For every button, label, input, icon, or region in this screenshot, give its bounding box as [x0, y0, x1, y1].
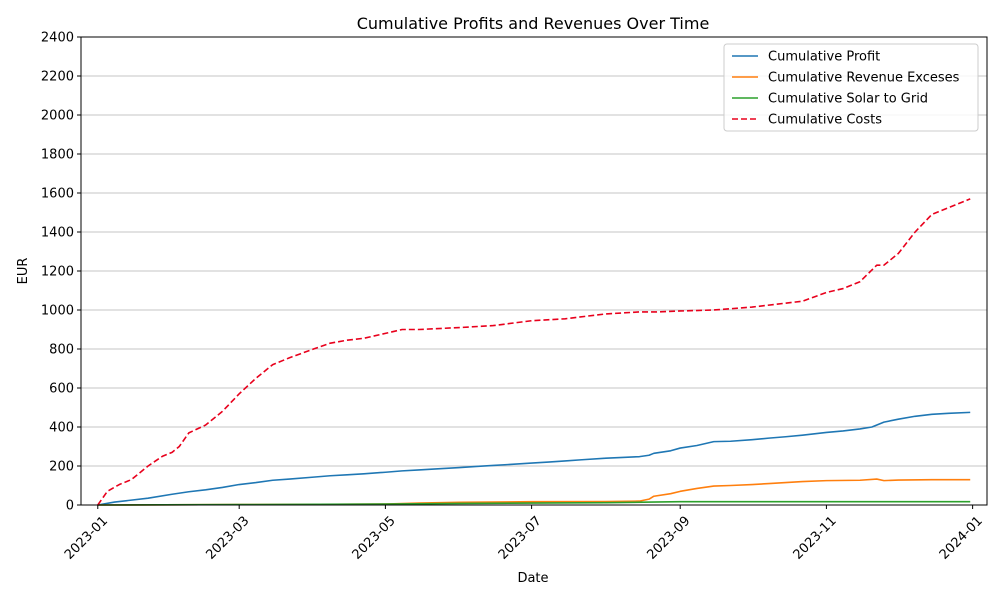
series-line-1	[97, 478, 971, 506]
x-tick-label: 2023-07	[496, 514, 545, 563]
x-tick-label: 2023-05	[350, 514, 399, 563]
x-tick-label: 2023-03	[203, 514, 252, 563]
y-tick-label: 1000	[41, 304, 74, 319]
y-tick-label: 1800	[41, 148, 74, 163]
y-tick-label: 0	[66, 499, 74, 514]
series-layer	[97, 198, 971, 506]
x-axis-label: Date	[517, 571, 548, 586]
legend: Cumulative Profit Cumulative Revenue Exce…	[723, 43, 979, 132]
series-line-3	[97, 198, 971, 506]
y-tick-label: 2000	[41, 109, 74, 124]
legend-box	[723, 43, 979, 132]
legend-label-3: Cumulative Costs	[768, 113, 882, 128]
y-tick-label: 1200	[41, 265, 74, 280]
legend-label-0: Cumulative Profit	[768, 50, 880, 65]
y-tick-label: 2200	[41, 70, 74, 85]
series-line-2	[97, 500, 971, 506]
y-tick-label: 2400	[41, 31, 74, 46]
y-tick-label: 600	[49, 382, 74, 397]
series-line-0	[97, 411, 971, 506]
grid-layer	[81, 75, 987, 467]
y-tick-label: 200	[49, 460, 74, 475]
y-tick-label: 1600	[41, 187, 74, 202]
y-tick-label: 400	[49, 421, 74, 436]
y-tick-label: 1400	[41, 226, 74, 241]
x-tick-label: 2023-09	[644, 514, 693, 563]
x-tick-label: 2023-11	[791, 514, 840, 563]
x-tick-label: 2024-01	[937, 514, 986, 563]
chart-title: Cumulative Profits and Revenues Over Tim…	[357, 14, 710, 33]
x-tick-label: 2023-01	[62, 514, 111, 563]
legend-label-2: Cumulative Solar to Grid	[768, 92, 928, 107]
y-tick-label: 800	[49, 343, 74, 358]
legend-label-1: Cumulative Revenue Exceses	[768, 71, 960, 86]
y-axis-label: EUR	[16, 258, 31, 285]
